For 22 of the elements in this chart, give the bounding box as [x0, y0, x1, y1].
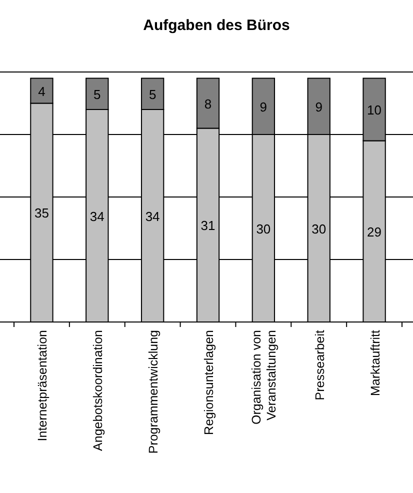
data-label: 29: [367, 224, 382, 240]
data-label: 9: [260, 99, 268, 114]
x-tick-label: Regionsunterlagen: [202, 330, 216, 435]
data-label: 9: [315, 99, 322, 114]
data-label: 5: [148, 86, 156, 102]
x-tick-label: Pressearbeit: [312, 329, 327, 400]
data-label: 8: [204, 96, 212, 112]
data-label: 30: [256, 221, 271, 236]
data-label: 34: [90, 208, 104, 224]
x-tick-label: Programmentwicklung: [146, 330, 161, 454]
data-label: 30: [312, 221, 326, 236]
data-label: 31: [200, 218, 216, 234]
data-label: 35: [34, 206, 49, 221]
data-label: 4: [38, 84, 46, 99]
data-label: 10: [367, 102, 382, 118]
x-tick-label: Internetpräsentation: [36, 330, 50, 442]
x-tick-label: Organisation von Veranstaltungen: [249, 330, 278, 425]
x-tick-label: Marktauftritt: [368, 329, 382, 396]
chart-title: Aufgaben des Büros: [143, 17, 290, 34]
x-tick-label: Angebotskoordination: [91, 330, 106, 451]
data-label: 34: [145, 208, 160, 224]
data-label: 5: [94, 86, 101, 102]
